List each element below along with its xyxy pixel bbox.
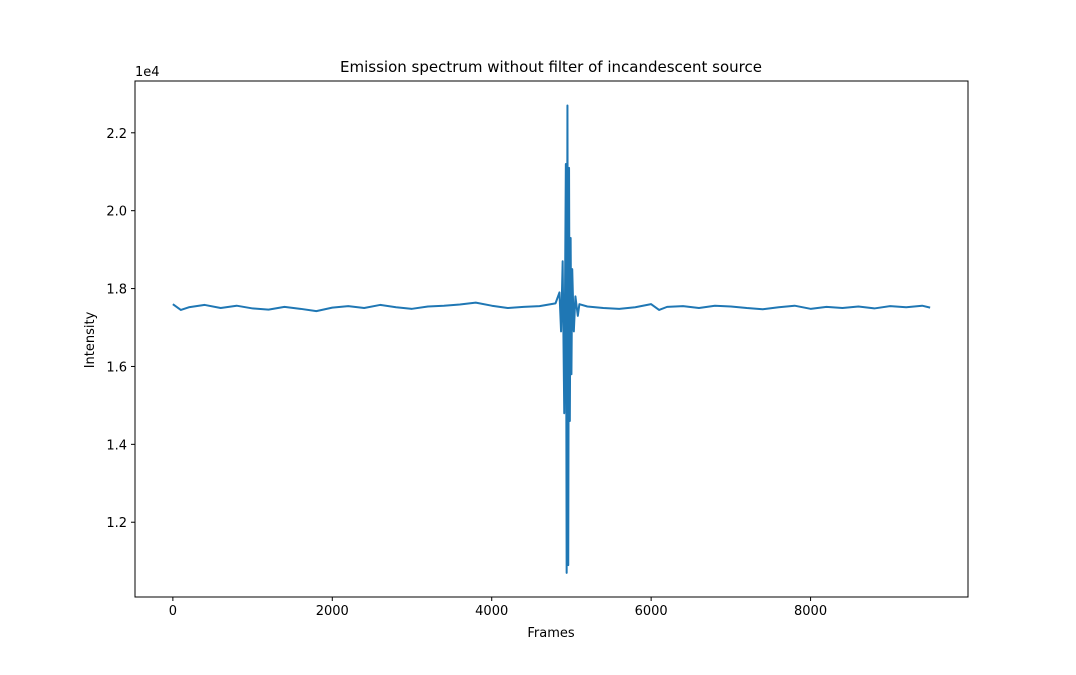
x-tick-label: 2000 <box>316 604 349 619</box>
x-tick-label: 4000 <box>475 604 508 619</box>
y-tick-label: 1.6 <box>106 360 127 375</box>
y-axis-label: Intensity <box>83 311 98 368</box>
x-axis-label: Frames <box>527 626 575 641</box>
y-tick-label: 1.8 <box>106 283 127 298</box>
plot-frame <box>134 80 969 598</box>
x-tick-label: 0 <box>169 604 177 619</box>
chart-title: Emission spectrum without filter of inca… <box>340 58 762 76</box>
y-tick-label: 2.0 <box>106 205 127 220</box>
x-tick-label: 8000 <box>794 604 827 619</box>
data-line <box>172 104 931 574</box>
y-tick-label: 2.2 <box>106 127 127 142</box>
y-offset-label: 1e4 <box>135 65 160 80</box>
x-tick-label: 6000 <box>635 604 668 619</box>
y-tick-label: 1.4 <box>106 438 127 453</box>
y-tick-label: 1.2 <box>106 516 127 531</box>
